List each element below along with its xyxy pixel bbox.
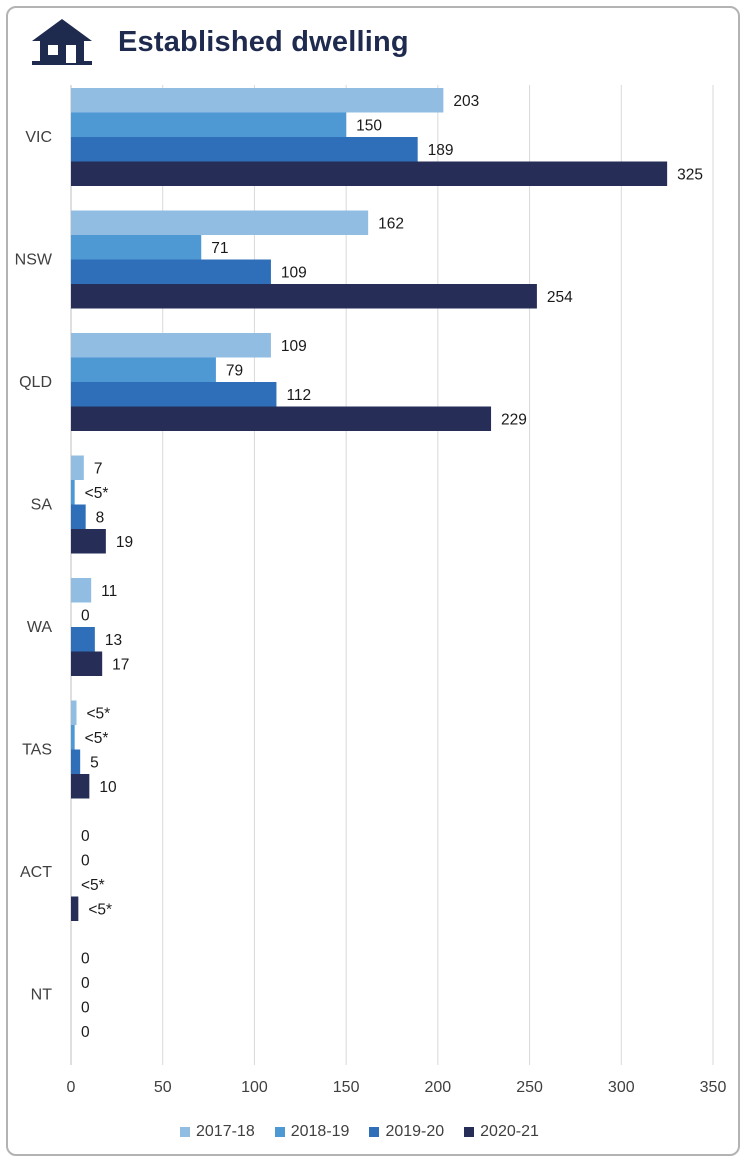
bar [71,749,81,774]
y-category-label: ACT [20,864,52,881]
legend-item: 2017-18 [180,1123,255,1141]
data-label: 8 [96,509,105,526]
data-label: 150 [356,117,382,134]
y-category-label: WA [27,619,53,636]
data-label: 0 [81,950,90,967]
chart-legend: 2017-18 2018-19 2019-20 2020-21 [180,1123,539,1141]
bar [71,357,216,382]
data-label: <5* [85,485,109,502]
chart-card [6,6,740,1156]
data-label: 0 [81,999,90,1016]
bar [71,406,492,431]
x-tick-label: 150 [333,1079,360,1096]
data-label: 13 [105,632,122,649]
data-label: 203 [453,93,479,110]
y-category-label: SA [31,497,53,514]
data-label: 10 [99,779,117,796]
y-category-label: VIC [25,129,52,146]
data-label: 0 [81,828,90,845]
bar [71,112,347,137]
bar [71,161,668,186]
chart-title: Established dwelling [118,25,409,58]
house-icon [32,19,92,65]
legend-swatch [274,1127,285,1137]
x-tick-label: 250 [516,1079,543,1096]
data-label: 71 [211,240,228,257]
bar [71,88,444,113]
data-label: 17 [112,656,129,673]
data-label: 5 [90,754,99,771]
legend-item: 2019-20 [369,1123,444,1141]
legend-swatch [369,1127,380,1137]
y-category-label: NSW [15,252,53,269]
data-label: 109 [281,338,307,355]
data-label: 229 [501,411,527,428]
legend-label: 2017-18 [196,1123,255,1140]
x-tick-label: 200 [425,1079,452,1096]
data-label: 0 [81,607,90,624]
data-label: 0 [81,975,90,992]
y-category-label: NT [31,987,53,1004]
bar [71,455,84,480]
x-tick-label: 0 [67,1079,76,1096]
data-label: 7 [94,460,103,477]
bar [71,137,418,162]
legend-label: 2020-21 [480,1123,539,1140]
data-label: 109 [281,264,307,281]
legend-label: 2018-19 [290,1123,350,1140]
legend-swatch [180,1127,190,1137]
chart-header: Established dwelling [30,14,409,70]
data-label: 189 [428,142,454,159]
data-label: 162 [378,215,404,232]
bar [71,480,75,505]
data-label: 112 [286,387,311,404]
legend-swatch [464,1127,475,1137]
bar [71,284,537,309]
data-label: 254 [547,289,573,306]
bar [71,651,103,676]
bar [71,774,90,799]
x-tick-label: 300 [608,1079,635,1096]
legend-item: 2018-19 [274,1123,350,1141]
x-tick-label: 350 [700,1079,727,1096]
bar [71,896,79,921]
data-label: <5* [85,730,109,747]
y-category-label: QLD [19,374,52,391]
bar [71,578,92,603]
bar [71,259,271,284]
legend-label: 2019-20 [385,1123,445,1140]
x-tick-label: 50 [154,1079,172,1096]
bar [71,725,75,750]
data-label: 79 [226,362,243,379]
bar [71,382,277,407]
data-label: 0 [81,852,90,869]
data-label: 19 [116,534,133,551]
bar [71,210,369,235]
bar [71,627,95,652]
bar [71,700,77,725]
data-label: 325 [677,166,703,183]
data-label: <5* [81,877,105,894]
data-label: <5* [88,901,112,918]
data-label: 11 [101,583,117,600]
bar [71,333,271,358]
bar [71,504,86,529]
bar [71,529,106,554]
bar [71,235,202,260]
legend-item: 2020-21 [464,1123,539,1141]
y-category-label: TAS [22,742,52,759]
data-label: 0 [81,1024,90,1041]
data-label: <5* [87,705,111,722]
x-tick-label: 100 [241,1079,268,1096]
